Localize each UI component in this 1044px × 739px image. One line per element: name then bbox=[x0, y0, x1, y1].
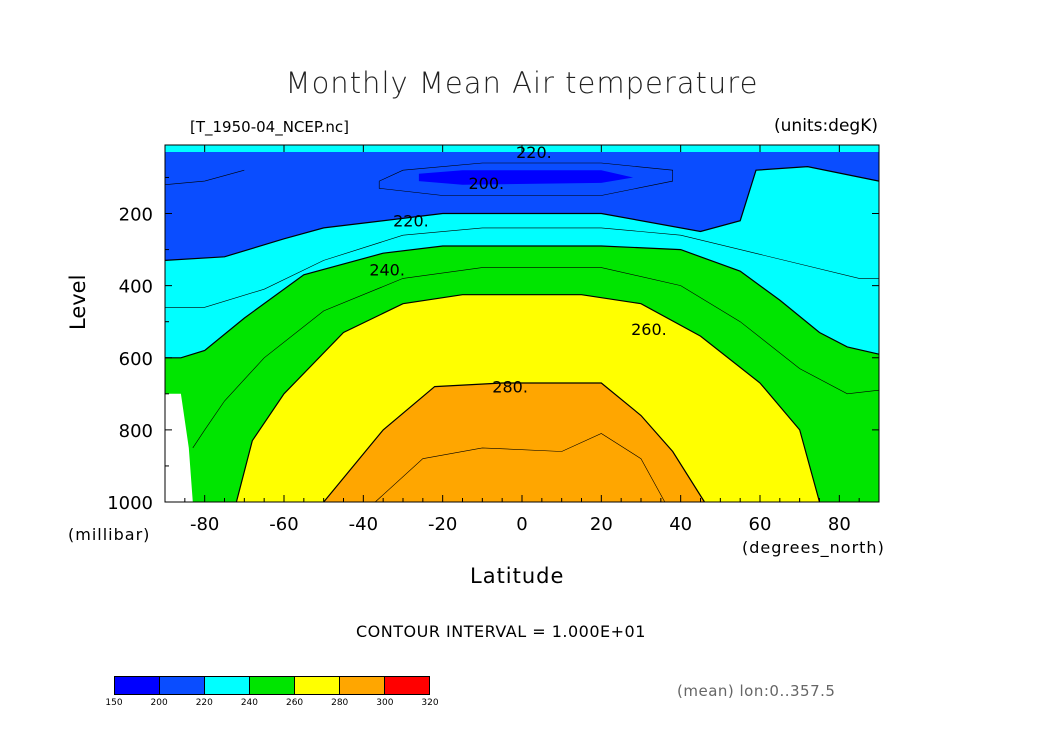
x-tick-label: 40 bbox=[669, 514, 692, 535]
colorbar-labels: 150 200 220 240 260 280 300 320 bbox=[104, 698, 444, 712]
thin-contour-lines bbox=[164, 162, 880, 503]
y-axis-unit: (millibar) bbox=[68, 525, 151, 544]
colorbar-label: 240 bbox=[240, 698, 259, 708]
contour-labels: 220. 200. 220. 240. 260. 280. bbox=[369, 143, 666, 396]
colorbar-segment bbox=[205, 677, 250, 694]
contour-label-4: 260. bbox=[631, 320, 667, 339]
x-tick-label: -60 bbox=[269, 514, 298, 535]
colorbar bbox=[114, 676, 430, 695]
colorbar-label: 320 bbox=[421, 698, 439, 708]
y-axis-title: Level bbox=[66, 274, 90, 330]
x-tick-label: -20 bbox=[428, 514, 457, 535]
colorbar-segment bbox=[115, 677, 160, 694]
mean-note: (mean) lon:0..357.5 bbox=[677, 682, 836, 700]
contour-label-0: 220. bbox=[516, 143, 552, 162]
band-190-200 bbox=[418, 170, 634, 185]
contour-line-2 bbox=[235, 294, 821, 503]
y-tick-label: 800 bbox=[119, 421, 153, 442]
x-tick-label: -40 bbox=[349, 514, 378, 535]
thin-contour-3 bbox=[374, 433, 666, 503]
x-tick-label: 20 bbox=[590, 514, 613, 535]
y-tick-label: 200 bbox=[119, 205, 153, 226]
y-tick-label: 600 bbox=[119, 349, 153, 370]
band-200-220 bbox=[165, 145, 879, 261]
contour-label-5: 280. bbox=[492, 378, 528, 397]
colorbar-segment bbox=[250, 677, 295, 694]
colorbar-label: 220 bbox=[195, 698, 213, 708]
x-axis-unit: (degrees_north) bbox=[742, 538, 885, 557]
units-label: (units:degK) bbox=[774, 116, 878, 136]
y-tick-label: 1000 bbox=[107, 493, 153, 514]
colorbar-segment bbox=[160, 677, 205, 694]
contour-line-3 bbox=[323, 382, 706, 503]
x-axis-title: Latitude bbox=[470, 564, 565, 588]
contour-lines bbox=[164, 165, 880, 503]
colorbar-segment bbox=[385, 677, 429, 694]
thin-contour-1 bbox=[165, 227, 879, 308]
colorbar-label: 300 bbox=[376, 698, 394, 708]
thin-contour-0 bbox=[164, 169, 245, 185]
colorbar-label: 200 bbox=[150, 698, 168, 708]
colorbar-label: 150 bbox=[105, 698, 123, 708]
contour-label-1: 200. bbox=[468, 174, 504, 193]
contour-interval-note: CONTOUR INTERVAL = 1.000E+01 bbox=[356, 622, 646, 641]
contour-line-0 bbox=[164, 165, 880, 261]
x-tick-label: 0 bbox=[516, 514, 527, 535]
colorbar-label: 280 bbox=[331, 698, 349, 708]
contour-label-2: 220. bbox=[393, 212, 429, 231]
band-240-260 bbox=[165, 246, 879, 502]
y-axis-ticks: 200 400 600 800 1000 bbox=[107, 176, 879, 514]
contour-label-3: 240. bbox=[369, 260, 405, 279]
x-tick-label: 60 bbox=[749, 514, 772, 535]
band-280-300 bbox=[323, 383, 705, 502]
colorbar-segment bbox=[340, 677, 385, 694]
thin-contour-4 bbox=[378, 162, 674, 196]
file-label: [T_1950-04_NCEP.nc] bbox=[190, 118, 349, 136]
chart-title: Monthly Mean Air temperature bbox=[285, 66, 759, 100]
contour-line-1 bbox=[165, 245, 880, 359]
colorbar-segment bbox=[295, 677, 340, 694]
filled-contours bbox=[165, 145, 879, 502]
colorbar-label: 260 bbox=[285, 698, 304, 708]
x-tick-label: -80 bbox=[190, 514, 219, 535]
thin-contour-2 bbox=[192, 267, 880, 449]
y-tick-label: 400 bbox=[119, 277, 153, 298]
band-220-240 bbox=[165, 166, 879, 358]
x-tick-label: 80 bbox=[828, 514, 851, 535]
x-axis-ticks: -80 -60 -40 -20 0 20 40 60 80 bbox=[164, 145, 880, 535]
